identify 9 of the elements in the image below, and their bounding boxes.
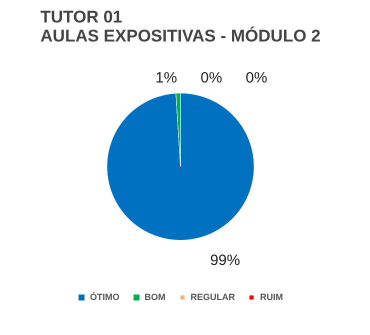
legend-label: RUIM <box>260 292 283 302</box>
text: 0% <box>200 69 222 86</box>
chart-title: TUTOR 01 AULAS EXPOSITIVAS - MÓDULO 2 <box>40 8 321 46</box>
legend-label: BOM <box>144 292 166 302</box>
legend-label: ÓTIMO <box>90 292 120 302</box>
data-label: 99% <box>210 252 240 269</box>
data-label: 1% <box>155 69 178 86</box>
text: 0% <box>246 69 268 86</box>
legend-label: REGULAR <box>190 292 235 302</box>
